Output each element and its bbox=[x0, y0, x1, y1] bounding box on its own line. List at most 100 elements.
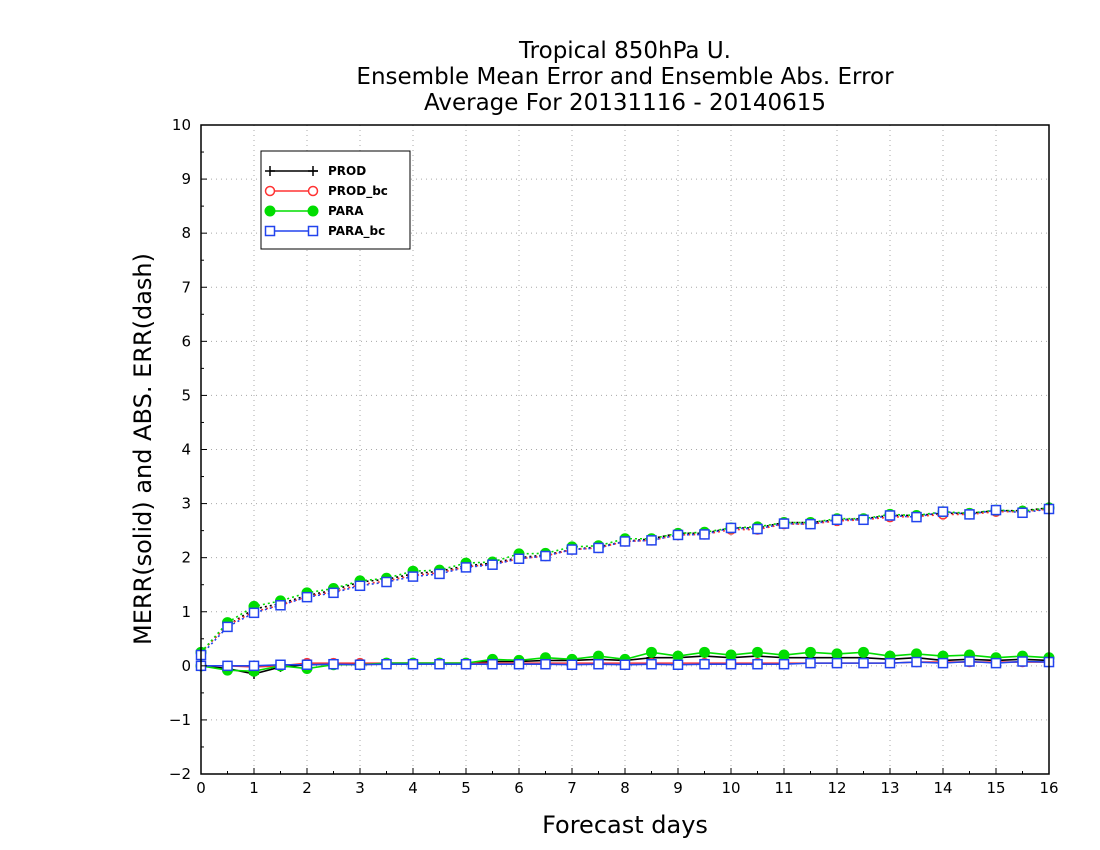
point-mean-error-para-bc bbox=[752, 658, 763, 670]
point-abs-error-para-bc bbox=[593, 542, 604, 554]
point-abs-error-para-bc bbox=[381, 576, 392, 588]
y-tick-label: 10 bbox=[172, 116, 191, 134]
point-mean-error-para bbox=[752, 646, 763, 658]
title-line-1: Tropical 850hPa U. bbox=[518, 38, 731, 64]
legend-label: PROD_bc bbox=[328, 184, 388, 199]
x-tick-label: 4 bbox=[408, 779, 418, 797]
x-tick-label: 10 bbox=[721, 779, 740, 797]
point-mean-error-para-bc bbox=[1017, 656, 1028, 667]
point-abs-error-para-bc bbox=[672, 529, 684, 541]
point-mean-error-para-bc bbox=[513, 658, 525, 670]
point-mean-error-para-bc bbox=[672, 659, 684, 671]
point-mean-error-para-bc bbox=[487, 658, 498, 670]
point-mean-error-para-bc bbox=[884, 657, 896, 669]
point-mean-error-para-bc bbox=[301, 659, 313, 671]
legend-label: PARA bbox=[328, 204, 364, 218]
point-abs-error-para-bc bbox=[487, 559, 498, 570]
legend-marker-end bbox=[307, 205, 319, 217]
point-mean-error-para-bc bbox=[434, 658, 445, 670]
x-tick-label: 14 bbox=[933, 779, 952, 797]
point-abs-error-para-bc bbox=[222, 621, 233, 633]
point-mean-error-para-bc bbox=[778, 658, 790, 670]
y-tick-label: 4 bbox=[181, 441, 191, 459]
legend-marker-end bbox=[307, 185, 319, 197]
point-abs-error-para-bc bbox=[752, 523, 763, 535]
point-mean-error-para-bc bbox=[328, 658, 339, 670]
point-abs-error-para-bc bbox=[513, 553, 525, 564]
point-abs-error-para-bc bbox=[354, 580, 366, 592]
y-tick-label: 6 bbox=[181, 332, 191, 350]
point-abs-error-para-bc bbox=[884, 510, 896, 521]
x-tick-label: 13 bbox=[880, 779, 899, 797]
legend-label: PROD bbox=[328, 164, 366, 178]
x-tick-label: 5 bbox=[461, 779, 471, 797]
point-mean-error-para bbox=[725, 649, 737, 661]
y-tick-label: −2 bbox=[169, 765, 191, 783]
title-line-3: Average For 20131116 - 20140615 bbox=[424, 90, 826, 116]
legend-marker-start bbox=[264, 225, 276, 237]
point-abs-error-para-bc bbox=[831, 514, 843, 526]
point-mean-error-para-bc bbox=[911, 656, 922, 668]
point-abs-error-para-bc bbox=[301, 591, 313, 603]
chart-title: Tropical 850hPa U. Ensemble Mean Error a… bbox=[356, 38, 894, 116]
legend: PROD PROD_bc PARA PARA_bc bbox=[260, 150, 411, 250]
series-prod-bc bbox=[195, 503, 1055, 673]
point-abs-error-para-bc bbox=[540, 550, 551, 562]
x-tick-label: 6 bbox=[514, 779, 524, 797]
y-tick-label: −1 bbox=[169, 711, 191, 729]
point-abs-error-para-bc bbox=[725, 522, 737, 534]
x-tick-label: 9 bbox=[673, 779, 683, 797]
point-abs-error-para-bc bbox=[566, 544, 578, 555]
legend-marker-end bbox=[308, 166, 318, 176]
x-tick-label: 16 bbox=[1039, 779, 1058, 797]
legend-item-para: PARA bbox=[264, 204, 364, 218]
legend-label: PARA_bc bbox=[328, 224, 385, 239]
legend-marker-start bbox=[264, 205, 276, 217]
point-mean-error-para-bc bbox=[566, 659, 578, 671]
y-tick-label: 0 bbox=[181, 657, 191, 675]
point-abs-error-para-bc bbox=[646, 535, 657, 546]
point-mean-error-para-bc bbox=[354, 659, 366, 671]
point-abs-error-para-bc bbox=[460, 562, 472, 573]
x-tick-label: 2 bbox=[302, 779, 312, 797]
x-tick-label: 12 bbox=[827, 779, 846, 797]
legend-marker-start bbox=[265, 166, 275, 176]
point-mean-error-para-bc bbox=[805, 657, 816, 669]
point-abs-error-para-bc bbox=[407, 571, 419, 582]
point-abs-error-para-bc bbox=[699, 529, 710, 540]
y-tick-label: 3 bbox=[181, 495, 191, 513]
point-mean-error-para-bc bbox=[222, 660, 233, 672]
x-tick-label: 1 bbox=[249, 779, 259, 797]
x-axis-label: Forecast days bbox=[542, 811, 708, 839]
legend-box bbox=[260, 150, 411, 250]
point-abs-error-para-bc bbox=[1017, 507, 1028, 519]
point-mean-error-para bbox=[646, 646, 657, 658]
point-abs-error-para-bc bbox=[619, 536, 631, 547]
point-abs-error-para-bc bbox=[964, 509, 975, 520]
point-abs-error-para-bc bbox=[248, 607, 260, 619]
x-tick-label: 0 bbox=[196, 779, 206, 797]
series-para-bc bbox=[195, 503, 1055, 672]
y-tick-label: 8 bbox=[181, 224, 191, 242]
y-tick-label: 9 bbox=[181, 170, 191, 188]
point-mean-error-para-bc bbox=[699, 658, 710, 670]
point-mean-error-para-bc bbox=[407, 658, 419, 670]
point-mean-error-para-bc bbox=[646, 658, 657, 670]
point-mean-error-para-bc bbox=[460, 658, 472, 670]
point-mean-error-para-bc bbox=[964, 656, 975, 667]
y-tick-label: 7 bbox=[181, 278, 191, 296]
point-abs-error-para-bc bbox=[805, 518, 816, 530]
legend-item-prod: PROD bbox=[265, 164, 366, 178]
point-mean-error-para-bc bbox=[858, 657, 869, 669]
point-mean-error-para-bc bbox=[619, 659, 631, 671]
point-abs-error-para-bc bbox=[858, 514, 869, 526]
point-mean-error-para bbox=[699, 646, 710, 658]
x-tick-label: 15 bbox=[986, 779, 1005, 797]
point-mean-error-para-bc bbox=[990, 657, 1002, 669]
legend-marker-start bbox=[264, 185, 276, 197]
point-abs-error-para-bc bbox=[328, 587, 339, 599]
point-mean-error-para bbox=[858, 646, 869, 658]
point-abs-error-para-bc bbox=[911, 511, 922, 523]
